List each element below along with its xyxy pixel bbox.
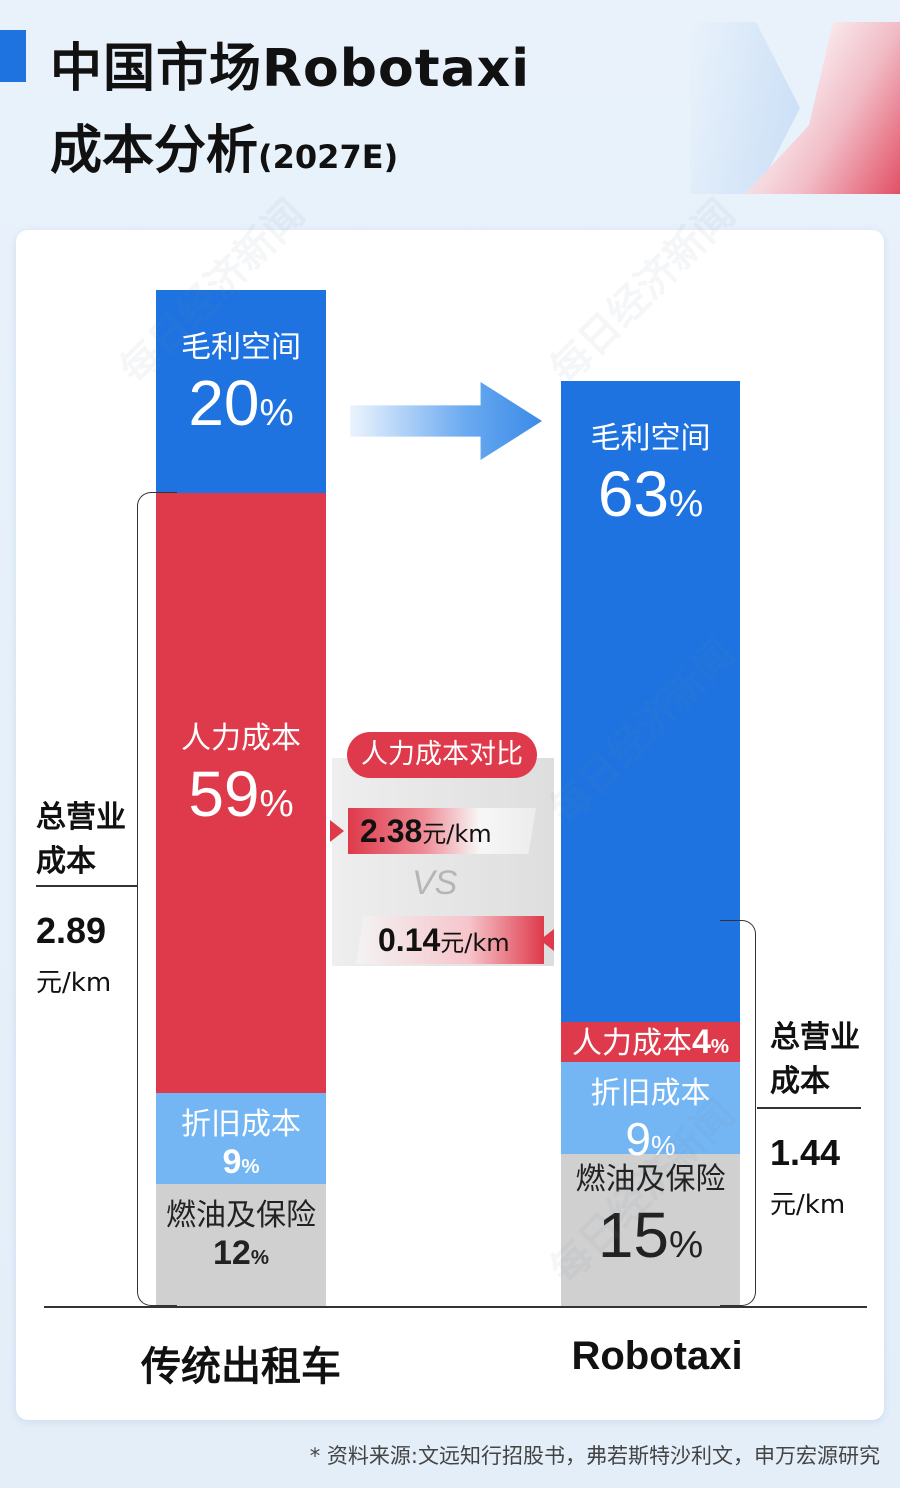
robotaxi-total-label-line2: 成本 bbox=[770, 1064, 830, 1099]
taxi-labor-cost: 2.38元/km bbox=[348, 808, 536, 854]
segment-label: 毛利空间 bbox=[181, 330, 301, 365]
robotaxi-labor-cost: 0.14元/km bbox=[356, 916, 544, 964]
taxi-total-label-line1: 总营业 bbox=[36, 800, 126, 835]
segment-value-label: 12% bbox=[213, 1234, 269, 1273]
header: 中国市场Robotaxi 成本分析(2027E) bbox=[0, 0, 900, 200]
page-subtitle: (2027E) bbox=[258, 138, 399, 176]
page-title-text: 成本分析 bbox=[50, 121, 259, 181]
source-footnote: * 资料来源:文远知行招股书，弗若斯特沙利文，申万宏源研究 bbox=[309, 1444, 880, 1468]
taxi-bar-depreciation: 折旧成本 9% bbox=[156, 1092, 326, 1185]
chart-baseline bbox=[44, 1306, 867, 1308]
taxi-bar-fuel: 燃油及保险 12% bbox=[156, 1184, 326, 1306]
taxi-total-cost-bracket bbox=[137, 492, 177, 1306]
vs-label: VS bbox=[412, 864, 458, 902]
taxi-labor-cost-value: 2.38 bbox=[360, 813, 423, 849]
category-label-robotaxi: Robotaxi bbox=[571, 1334, 743, 1378]
segment-value-label: 9% bbox=[222, 1142, 260, 1181]
segment-label: 燃油及保险 bbox=[166, 1198, 316, 1234]
taxi-total-cost-value: 2.89 bbox=[36, 910, 107, 951]
taxi-pointer-triangle bbox=[330, 820, 344, 842]
robotaxi-total-cost-label: 总营业 成本 bbox=[770, 1016, 860, 1104]
segment-value-label: 63% bbox=[597, 458, 704, 531]
taxi-bar-margin: 毛利空间 20% bbox=[156, 290, 326, 494]
title-accent-bar bbox=[0, 30, 26, 82]
robotaxi-bar-margin: 毛利空间 63% bbox=[561, 381, 740, 1022]
segment-label: 折旧成本 bbox=[590, 1076, 711, 1112]
robotaxi-bar-fuel: 燃油及保险 15% bbox=[561, 1153, 740, 1306]
segment-value-label: 15% bbox=[597, 1198, 704, 1271]
segment-label: 人力成本 bbox=[571, 1025, 692, 1061]
segment-value-label: 59% bbox=[188, 757, 294, 830]
segment-value-label: 9% bbox=[625, 1113, 676, 1166]
robotaxi-total-label-line1: 总营业 bbox=[770, 1020, 860, 1055]
taxi-total-label-line2: 成本 bbox=[36, 844, 96, 879]
segment-value-label: 20% bbox=[188, 367, 294, 439]
robotaxi-total-cost-value: 1.44 bbox=[770, 1132, 841, 1173]
robotaxi-labor-cost-unit: 元/km bbox=[440, 929, 510, 957]
segment-value-label: 4% bbox=[691, 1022, 730, 1061]
robotaxi-pointer-triangle bbox=[540, 929, 554, 951]
robotaxi-total-cost-bracket bbox=[720, 920, 756, 1306]
segment-label: 燃油及保险 bbox=[575, 1161, 726, 1197]
segment-label: 毛利空间 bbox=[590, 421, 711, 457]
labor-comparison-badge: 人力成本对比 bbox=[347, 732, 537, 778]
robotaxi-total-rule bbox=[757, 1107, 861, 1109]
taxi-labor-cost-unit: 元/km bbox=[422, 820, 492, 848]
segment-label: 折旧成本 bbox=[181, 1106, 301, 1142]
page-title-line2: 成本分析(2027E) bbox=[50, 108, 398, 183]
robotaxi-bar-labor: 人力成本4% bbox=[561, 1021, 740, 1063]
segment-label: 人力成本 bbox=[181, 720, 301, 756]
robotaxi-labor-cost-value: 0.14 bbox=[378, 922, 441, 958]
robotaxi-total-cost-unit: 元/km bbox=[770, 1190, 846, 1220]
category-label-taxi: 传统出租车 bbox=[141, 1344, 341, 1390]
page-title: 中国市场Robotaxi bbox=[50, 39, 531, 99]
robotaxi-bar-depreciation: 折旧成本 9% bbox=[561, 1062, 740, 1165]
taxi-bar-labor: 人力成本 59% bbox=[156, 493, 326, 1093]
taxi-total-rule bbox=[36, 885, 138, 887]
taxi-total-cost-label: 总营业 成本 bbox=[36, 796, 126, 884]
taxi-total-cost-unit: 元/km bbox=[36, 968, 112, 998]
